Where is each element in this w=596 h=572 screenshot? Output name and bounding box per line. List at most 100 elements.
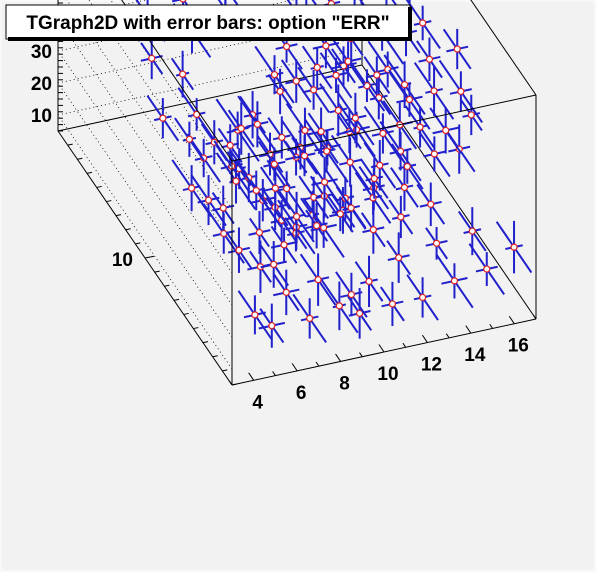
data-point <box>391 143 424 190</box>
point-marker <box>336 210 344 218</box>
point-marker <box>453 45 461 53</box>
point-marker <box>430 150 438 158</box>
gridline <box>57 82 233 338</box>
data-point <box>272 269 300 316</box>
y-tick <box>173 298 180 301</box>
data-point <box>363 56 391 94</box>
point-marker <box>347 204 355 212</box>
data-point <box>435 253 474 309</box>
point-marker <box>220 229 228 238</box>
point-marker <box>419 19 427 27</box>
data-point <box>270 23 303 70</box>
data-point <box>280 59 312 103</box>
x-tick-label: 14 <box>464 345 486 366</box>
data-point <box>267 68 293 115</box>
data-point <box>278 190 315 243</box>
x-tick <box>291 363 298 372</box>
data-point <box>442 28 472 70</box>
data-point <box>320 278 359 334</box>
point-marker <box>300 152 309 160</box>
point-marker <box>450 277 459 285</box>
data-points <box>135 0 533 348</box>
point-marker <box>232 177 240 185</box>
data-point <box>335 271 368 318</box>
point-marker <box>323 147 331 155</box>
data-point <box>468 243 505 296</box>
point-marker <box>400 81 409 89</box>
data-point <box>390 164 419 211</box>
point-marker <box>356 309 364 317</box>
y-tick <box>222 369 228 372</box>
y-tick <box>193 327 199 330</box>
y-tick <box>106 200 112 203</box>
y-tick <box>164 284 170 287</box>
point-marker <box>253 120 261 128</box>
point-marker <box>185 135 193 143</box>
data-point <box>336 90 375 146</box>
box-edge <box>57 64 363 132</box>
point-marker <box>376 161 384 169</box>
point-marker <box>313 222 321 230</box>
y-tick <box>202 341 209 344</box>
data-point <box>270 225 298 264</box>
x-tick-label: 10 <box>377 364 398 385</box>
x-tick-label: 16 <box>508 336 529 357</box>
data-point <box>385 0 401 12</box>
data-point <box>406 274 439 321</box>
data-point <box>174 117 205 161</box>
x-tick <box>445 333 450 339</box>
gridline <box>57 114 233 370</box>
point-marker <box>292 212 301 221</box>
x-tick <box>532 314 537 320</box>
y-tick <box>96 185 102 188</box>
data-point <box>495 220 533 274</box>
point-marker <box>270 160 278 168</box>
point-marker <box>270 71 279 79</box>
x-tick <box>489 323 493 329</box>
data-point <box>258 241 290 288</box>
y-tick <box>212 355 218 358</box>
point-marker <box>320 178 329 186</box>
point-marker <box>306 314 314 323</box>
point-marker <box>255 228 264 237</box>
title-box: TGraph2D with error bars: option "ERR" <box>5 4 412 41</box>
point-marker <box>322 42 330 50</box>
data-point <box>335 184 367 232</box>
data-point <box>177 87 216 142</box>
data-point <box>258 303 286 348</box>
data-point <box>418 130 451 178</box>
y-tick <box>183 312 189 315</box>
data-point <box>330 36 366 87</box>
data-point <box>405 0 441 49</box>
x-tick <box>378 344 385 353</box>
x-tick <box>402 342 407 348</box>
point-marker <box>397 213 405 221</box>
data-point <box>297 66 330 114</box>
y-tick <box>67 143 73 146</box>
point-marker <box>270 260 278 269</box>
x-tick-label: 6 <box>296 383 307 404</box>
point-marker <box>442 126 450 135</box>
point-marker <box>373 71 381 79</box>
x-tick <box>315 361 320 367</box>
point-marker <box>334 106 342 115</box>
point-marker <box>395 254 403 262</box>
point-marker <box>335 302 343 310</box>
point-marker <box>159 114 167 122</box>
y-tick <box>231 383 238 386</box>
point-marker <box>251 311 259 319</box>
x-tick-label: 12 <box>421 355 442 376</box>
point-marker <box>219 204 227 212</box>
data-point <box>380 281 405 327</box>
point-marker <box>457 87 465 96</box>
point-marker <box>280 241 288 249</box>
z-tick-label: 10 <box>31 106 52 127</box>
chart-title: TGraph2D with error bars: option "ERR" <box>26 13 389 34</box>
point-marker <box>427 200 435 208</box>
point-marker <box>179 70 187 78</box>
gridline <box>57 18 233 274</box>
y-tick-label: 10 <box>112 250 133 271</box>
data-point <box>413 62 455 120</box>
point-marker <box>179 0 187 3</box>
